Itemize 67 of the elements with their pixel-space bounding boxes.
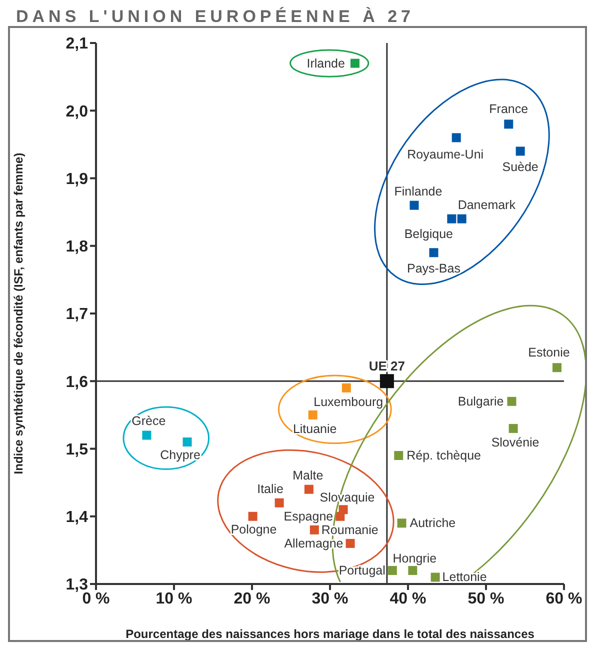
point: [397, 518, 406, 528]
point: [310, 525, 319, 534]
annotation: Slovénie: [491, 435, 540, 450]
point: [394, 451, 404, 460]
x-tick-label: 40 %: [390, 590, 426, 608]
annotation: Espagne: [284, 509, 334, 524]
point: [508, 424, 518, 433]
point: [274, 498, 284, 508]
annotation: Estonie: [528, 346, 570, 360]
annotation: Finlande: [394, 184, 442, 198]
annotation: Portugal: [338, 563, 386, 578]
annotation: Rép. tchèque: [406, 448, 482, 463]
annotation: Malte: [292, 468, 324, 482]
point: [142, 430, 152, 440]
annotation: Belgique: [404, 226, 454, 241]
annotation: Suède: [502, 160, 538, 174]
x-tick-label: 0 %: [82, 590, 110, 608]
point: [408, 566, 418, 575]
y-tick-label: 2,1: [66, 36, 88, 53]
x-tick-label: 60 %: [546, 590, 582, 608]
point: [342, 383, 351, 392]
annotation: Hongrie: [392, 551, 437, 566]
annotation: Irlande: [306, 56, 345, 70]
annotation: Royaume-Uni: [407, 148, 484, 162]
annotation: Pays-Bas: [406, 262, 460, 276]
point: [430, 572, 440, 582]
y-tick-label: 1,5: [66, 441, 88, 458]
annotation: Bulgarie: [458, 394, 504, 408]
y-tick-label: 2,0: [66, 103, 88, 120]
annotation: Chypre: [160, 448, 200, 462]
annotation: Danemark: [458, 198, 516, 212]
point: [410, 200, 419, 210]
point: [552, 363, 562, 372]
x-tick-label: 20 %: [234, 590, 270, 608]
point: [447, 214, 456, 224]
point: [336, 512, 345, 521]
chart-title: DANS L'UNION EUROPÉENNE À 27: [15, 7, 416, 26]
point: [516, 146, 525, 156]
point: [388, 566, 397, 575]
x-tick-label: 10 %: [156, 590, 192, 608]
point: [182, 437, 192, 446]
y-tick-label: 1,4: [66, 509, 88, 526]
y-tick-label: 1,8: [66, 238, 88, 256]
point: [507, 396, 516, 406]
point: [380, 374, 394, 388]
annotation: Pologne: [230, 522, 277, 536]
point: [308, 410, 318, 420]
x-tick-label: 30 %: [312, 590, 348, 608]
point: [429, 248, 438, 258]
point: [346, 538, 355, 548]
point: [452, 133, 461, 142]
point: [504, 120, 514, 129]
annotation: Italie: [257, 482, 284, 496]
point: [350, 58, 360, 68]
point: [457, 214, 466, 224]
point: [248, 512, 258, 521]
annotation: Luxembourg: [314, 394, 384, 409]
point: [304, 484, 314, 494]
y-tick-label: 1,6: [66, 374, 88, 391]
annotation: France: [489, 102, 528, 116]
annotation: Autriche: [410, 516, 456, 530]
y-tick-label: 1,9: [66, 170, 88, 188]
annotation: Grèce: [132, 414, 166, 428]
x-tick-label: 50 %: [468, 590, 504, 608]
y-axis-title: Indice synthétique de fécondité (ISF, enfants par femme): [11, 152, 26, 474]
annotation: Lituanie: [292, 422, 337, 436]
y-tick-label: 1,7: [66, 306, 88, 324]
